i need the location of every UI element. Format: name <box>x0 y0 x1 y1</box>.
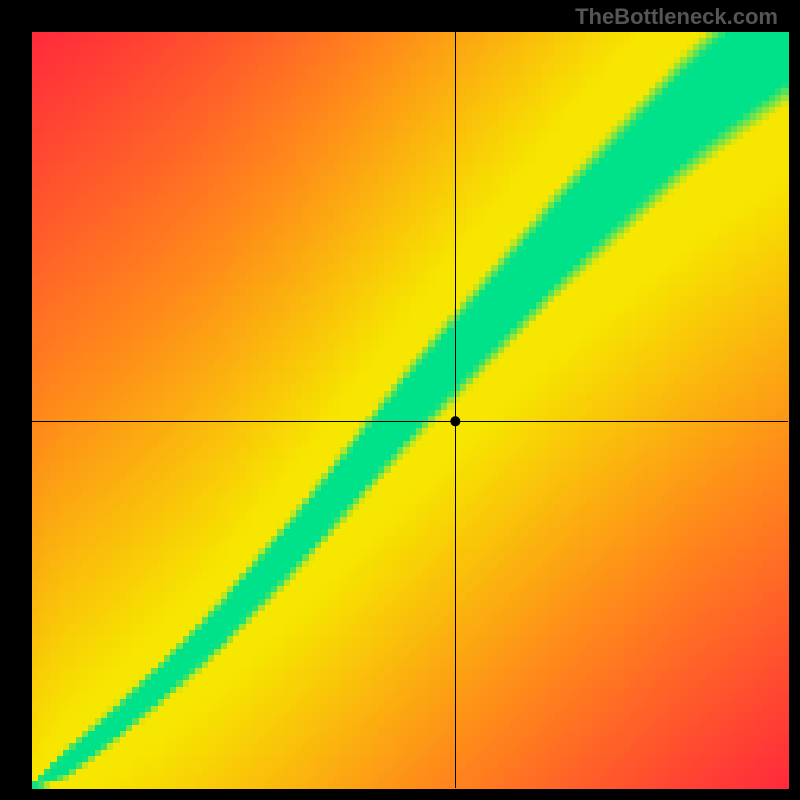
bottleneck-heatmap <box>0 0 800 800</box>
watermark-text: TheBottleneck.com <box>575 4 778 30</box>
chart-container: TheBottleneck.com <box>0 0 800 800</box>
